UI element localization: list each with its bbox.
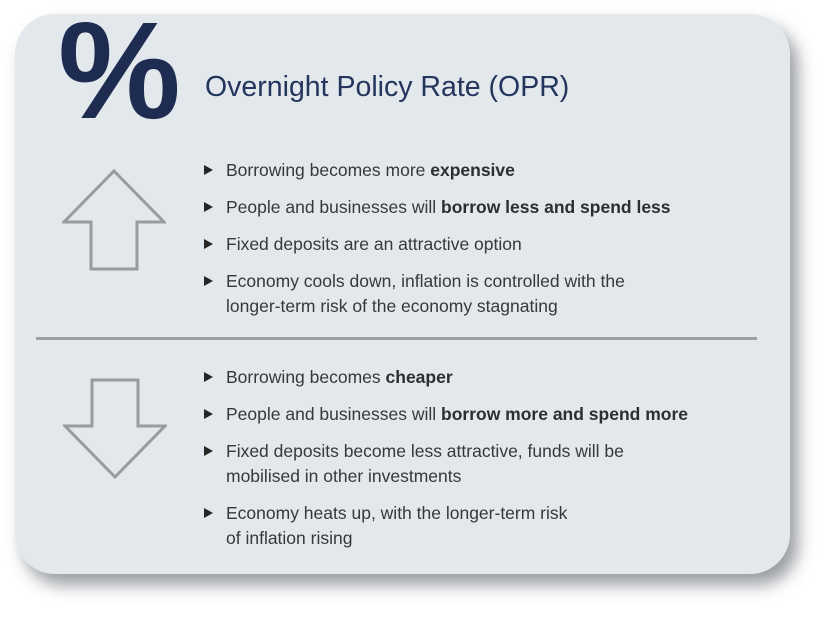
rate-up-effects-list: Borrowing becomes more expensive People a…	[204, 158, 769, 331]
bullet-text: Fixed deposits become less attractive, f…	[226, 441, 624, 486]
page-title: Overnight Policy Rate (OPR)	[205, 71, 570, 103]
bullet-triangle-icon	[204, 276, 213, 286]
arrow-up-icon	[62, 169, 166, 271]
bullet-triangle-icon	[204, 239, 213, 249]
list-item: Borrowing becomes more expensive	[204, 158, 769, 183]
list-item: Economy cools down, inflation is control…	[204, 269, 769, 319]
arrow-down-icon	[63, 378, 167, 479]
percent-icon: %	[58, 0, 181, 148]
bullet-triangle-icon	[204, 165, 213, 175]
rate-down-effects-list: Borrowing becomes cheaper People and busi…	[204, 365, 769, 563]
bullet-text: Borrowing becomes more expensive	[226, 160, 515, 180]
bullet-text: Borrowing becomes cheaper	[226, 367, 453, 387]
opr-info-card: % Overnight Policy Rate (OPR) Borrowing …	[15, 2, 790, 574]
bullet-triangle-icon	[204, 372, 213, 382]
bullet-triangle-icon	[204, 508, 213, 518]
list-item: Borrowing becomes cheaper	[204, 365, 769, 390]
bullet-text: People and businesses will borrow less a…	[226, 197, 671, 217]
bullet-text: Economy cools down, inflation is control…	[226, 271, 625, 316]
list-item: People and businesses will borrow more a…	[204, 402, 769, 427]
list-item: People and businesses will borrow less a…	[204, 195, 769, 220]
bullet-triangle-icon	[204, 202, 213, 212]
bullet-text: Fixed deposits are an attractive option	[226, 234, 522, 254]
bullet-text: People and businesses will borrow more a…	[226, 404, 688, 424]
bullet-text: Economy heats up, with the longer-term r…	[226, 503, 568, 548]
section-divider	[36, 337, 757, 340]
list-item: Fixed deposits are an attractive option	[204, 232, 769, 257]
bullet-triangle-icon	[204, 446, 213, 456]
list-item: Economy heats up, with the longer-term r…	[204, 501, 769, 551]
list-item: Fixed deposits become less attractive, f…	[204, 439, 769, 489]
bullet-triangle-icon	[204, 409, 213, 419]
